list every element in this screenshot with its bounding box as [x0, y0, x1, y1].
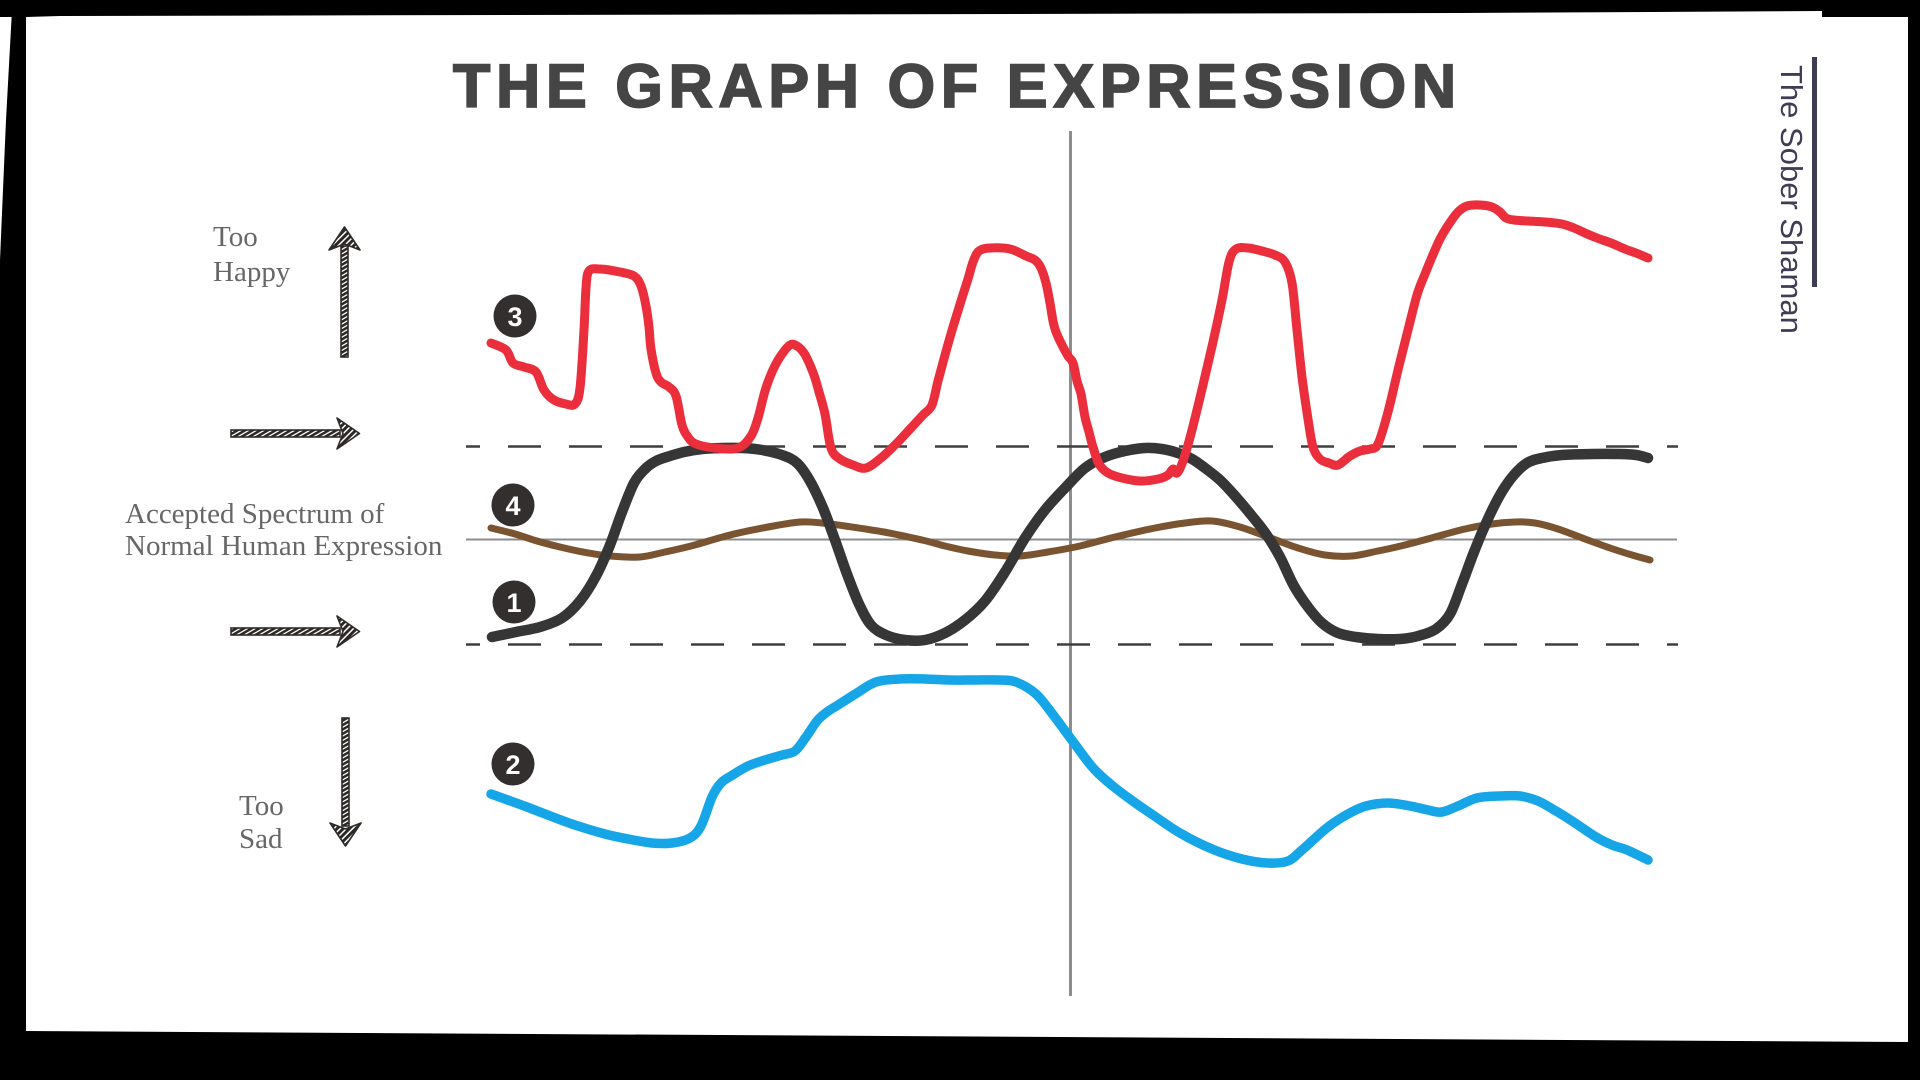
svg-text:2: 2 [505, 750, 520, 780]
svg-text:Normal Human Expression: Normal Human Expression [125, 530, 443, 562]
svg-text:Too: Too [213, 221, 258, 253]
svg-text:THE GRAPH OF EXPRESSION: THE GRAPH OF EXPRESSION [453, 52, 1456, 120]
svg-text:Too: Too [239, 790, 284, 822]
svg-text:Happy: Happy [213, 256, 291, 288]
svg-text:4: 4 [505, 491, 520, 521]
svg-text:The Sober Shaman: The Sober Shaman [1774, 65, 1809, 334]
svg-text:Sad: Sad [239, 823, 283, 855]
svg-text:1: 1 [506, 588, 521, 618]
svg-text:3: 3 [507, 302, 522, 332]
svg-text:Accepted Spectrum of: Accepted Spectrum of [125, 498, 385, 530]
